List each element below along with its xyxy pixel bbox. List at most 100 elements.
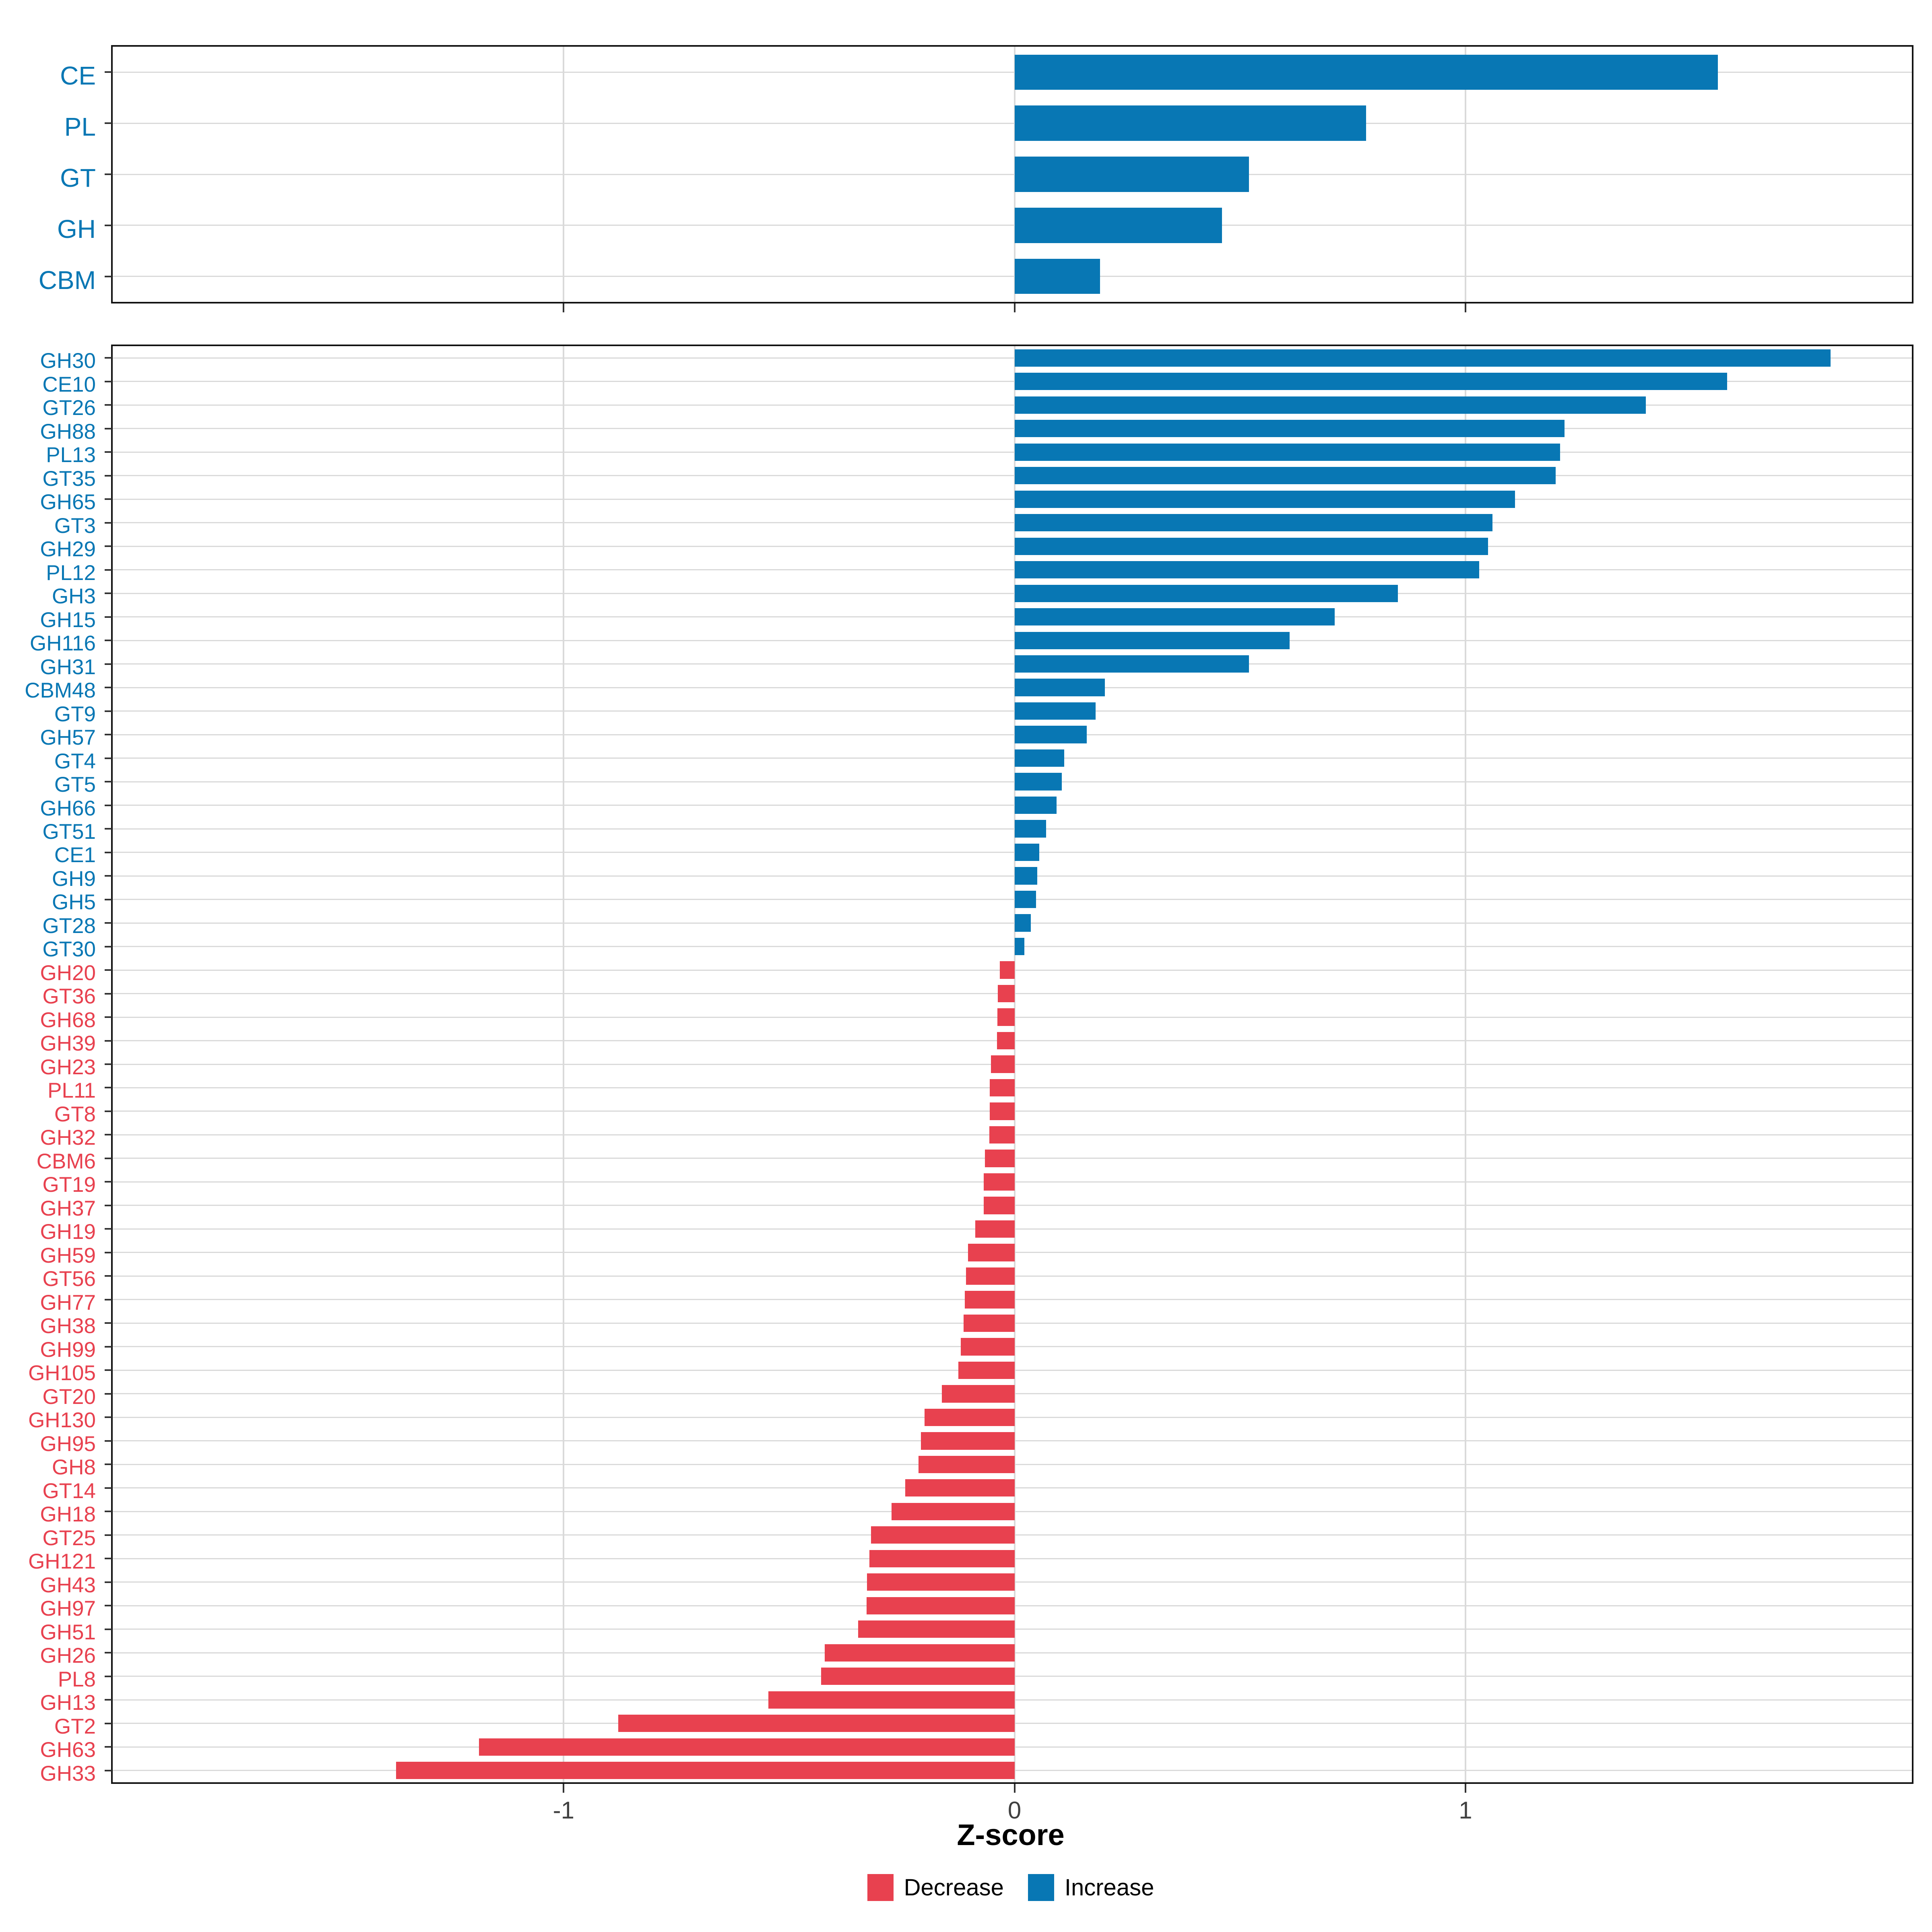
- y-tick-mark: [105, 1534, 112, 1536]
- y-axis-label-GH51: GH51: [40, 1620, 96, 1644]
- y-tick-mark: [105, 1087, 112, 1089]
- bar-GT35: [1014, 467, 1556, 485]
- y-axis-label-GH37: GH37: [40, 1196, 96, 1220]
- y-axis-label-GH20: GH20: [40, 961, 96, 985]
- y-tick-mark: [105, 1722, 112, 1724]
- bar-GH31: [1014, 655, 1249, 673]
- y-axis-label-GH68: GH68: [40, 1008, 96, 1032]
- gridline-y: [113, 592, 1912, 594]
- y-tick-mark: [105, 451, 112, 453]
- gridline-y: [113, 498, 1912, 500]
- bar-GT5: [1014, 773, 1062, 791]
- increase-swatch-icon: [1028, 1874, 1054, 1901]
- bar-GH8: [918, 1455, 1015, 1473]
- y-axis-label-GT3: GT3: [54, 514, 96, 538]
- bar-GH38: [964, 1314, 1015, 1332]
- bar-GT4: [1014, 749, 1064, 767]
- y-tick-mark: [105, 922, 112, 924]
- y-tick-mark: [105, 1346, 112, 1348]
- y-tick-mark: [105, 1581, 112, 1583]
- y-tick-mark: [105, 1204, 112, 1206]
- y-axis-label-GT20: GT20: [42, 1385, 96, 1409]
- gridline-y: [113, 875, 1912, 877]
- bar-GH39: [997, 1032, 1015, 1050]
- y-axis-label-PL13: PL13: [46, 443, 96, 467]
- x-tick-mark: [1464, 303, 1466, 312]
- y-axis-label-GT30: GT30: [42, 937, 96, 962]
- bar-GH23: [991, 1055, 1015, 1073]
- y-tick-mark: [105, 1134, 112, 1136]
- bar-GH65: [1014, 490, 1515, 508]
- gridline-y: [113, 173, 1912, 175]
- y-axis-label-CBM: CBM: [38, 265, 96, 295]
- bar-GT36: [998, 985, 1015, 1003]
- y-tick-mark: [105, 828, 112, 830]
- gridline-x: [1464, 47, 1466, 302]
- gridline-y: [113, 781, 1912, 782]
- bar-GT8: [989, 1102, 1015, 1120]
- bar-GT: [1014, 157, 1249, 192]
- y-tick-mark: [105, 357, 112, 359]
- y-tick-mark: [105, 1298, 112, 1300]
- y-tick-mark: [105, 404, 112, 406]
- y-axis-label-GH59: GH59: [40, 1243, 96, 1267]
- y-axis-label-GH121: GH121: [28, 1550, 96, 1574]
- bar-CE: [1014, 54, 1718, 90]
- bar-CBM: [1014, 258, 1100, 294]
- bar-GH33: [396, 1762, 1015, 1779]
- bar-GH63: [479, 1738, 1015, 1756]
- bar-GT2: [618, 1715, 1015, 1732]
- bar-GH: [1014, 208, 1222, 243]
- y-axis-label-GT5: GT5: [54, 773, 96, 797]
- y-axis-label-GH8: GH8: [52, 1455, 96, 1480]
- y-axis-label-GT26: GT26: [42, 396, 96, 420]
- x-tick-label: 0: [1007, 1797, 1022, 1824]
- x-tick-mark: [1464, 1784, 1466, 1793]
- x-tick-mark: [1013, 1784, 1016, 1793]
- y-axis-label-CBM48: CBM48: [25, 679, 96, 703]
- y-tick-mark: [105, 875, 112, 877]
- gridline-x: [563, 47, 565, 302]
- y-axis-label-CE: CE: [60, 61, 96, 91]
- y-axis-label-GH116: GH116: [30, 632, 96, 656]
- y-tick-mark: [105, 1063, 112, 1065]
- y-axis-label-GH39: GH39: [40, 1032, 96, 1056]
- bar-GH32: [989, 1126, 1015, 1144]
- y-tick-mark: [105, 522, 112, 524]
- y-axis-label-GH57: GH57: [40, 726, 96, 750]
- y-axis-label-GT56: GT56: [42, 1267, 96, 1291]
- gridline-y: [113, 663, 1912, 665]
- y-tick-mark: [105, 1746, 112, 1748]
- y-axis-label-GT9: GT9: [54, 702, 96, 726]
- bar-GH97: [867, 1597, 1015, 1614]
- y-tick-mark: [105, 663, 112, 665]
- bar-GH19: [975, 1220, 1015, 1238]
- y-axis-label-GH66: GH66: [40, 796, 96, 820]
- legend-label-increase: Increase: [1064, 1874, 1154, 1901]
- y-axis-label-GH19: GH19: [40, 1220, 96, 1244]
- y-axis-label-GT19: GT19: [42, 1173, 96, 1197]
- y-tick-mark: [105, 71, 112, 73]
- y-tick-mark: [105, 592, 112, 594]
- y-tick-mark: [105, 427, 112, 429]
- bar-GH59: [968, 1244, 1015, 1261]
- y-tick-mark: [105, 1511, 112, 1513]
- bar-GH30: [1014, 349, 1831, 367]
- y-tick-mark: [105, 1110, 112, 1112]
- bar-CE10: [1014, 373, 1727, 390]
- y-axis-label-GH99: GH99: [40, 1338, 96, 1362]
- y-tick-mark: [105, 640, 112, 642]
- y-tick-mark: [105, 1251, 112, 1253]
- y-axis-label-CE10: CE10: [42, 372, 96, 396]
- y-axis-label-GH77: GH77: [40, 1290, 96, 1315]
- y-axis-label-GH9: GH9: [52, 867, 96, 891]
- x-tick-mark: [1013, 303, 1016, 312]
- y-tick-mark: [105, 616, 112, 618]
- bar-GH116: [1014, 632, 1290, 649]
- y-axis-label-GH32: GH32: [40, 1126, 96, 1150]
- y-tick-mark: [105, 122, 112, 124]
- decrease-swatch-icon: [867, 1874, 894, 1901]
- gridline-y: [113, 276, 1912, 277]
- y-axis-label-CE1: CE1: [54, 843, 96, 867]
